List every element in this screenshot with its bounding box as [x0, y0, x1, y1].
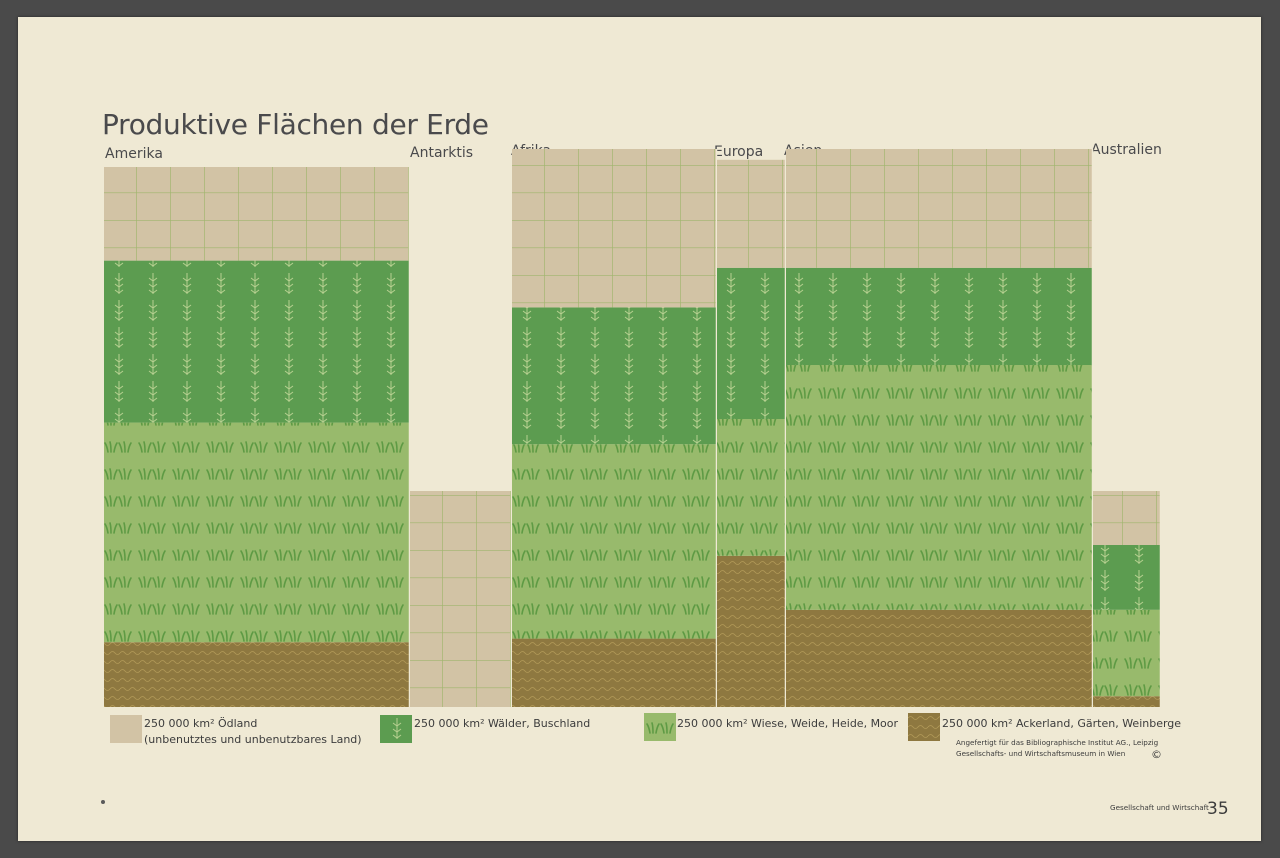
legend-label-wiese: 250 000 km² Wiese, Weide, Heide, Moor [677, 717, 899, 730]
legend-swatch-acker-fill [908, 713, 940, 741]
bar-europa-walder [717, 267, 785, 419]
bar-amerika-acker [104, 642, 409, 707]
category-label-australien: Australien [1091, 142, 1162, 158]
legend-swatch-wiese-pattern [644, 713, 676, 741]
category-label-antarktis: Antarktis [410, 145, 474, 161]
bar-asien-wiese [786, 365, 1092, 610]
bar-asien-odland [786, 149, 1092, 268]
legend-label-odland: 250 000 km² Ödland (unbenutztes und unbe… [144, 717, 362, 746]
bar-amerika-wiese [104, 422, 409, 643]
chart-title: Produktive Flächen der Erde [102, 108, 489, 141]
footer-text: Gesellschaft und Wirtschaft [1110, 803, 1209, 812]
bar-afrika-walder [512, 307, 716, 445]
copyright-mark: © [1151, 748, 1162, 761]
legend-label-walder: 250 000 km² Wälder, Buschland [414, 717, 591, 730]
bar-antarktis-odland [410, 491, 511, 707]
legend-swatch-wiese [644, 713, 676, 741]
bar-europa-wiese [717, 419, 785, 556]
bar-afrika-odland [512, 149, 716, 308]
bar-asien-acker [786, 609, 1092, 707]
legend-label-acker: 250 000 km² Ackerland, Gärten, Weinberge [942, 717, 1182, 730]
bar-europa-acker [717, 555, 785, 707]
bar-australien-odland [1093, 491, 1160, 545]
legend-swatch-odland [110, 715, 142, 743]
legend-swatch-acker-pattern [908, 713, 940, 741]
category-label-amerika: Amerika [105, 146, 163, 162]
legend-swatch-acker [908, 713, 940, 741]
page-dot [101, 800, 105, 804]
bar-australien-wiese [1093, 609, 1160, 697]
credit-text: Angefertigt für das Bibliographische Ins… [956, 738, 1159, 758]
legend-swatch-walder [380, 715, 412, 743]
bar-amerika-walder [104, 260, 409, 423]
legend-swatch-walder-pattern [380, 715, 412, 743]
bar-australien-acker [1093, 696, 1160, 707]
page-number: 35 [1207, 799, 1229, 819]
legend-swatch-walder-fill [380, 715, 412, 743]
bar-europa-odland [717, 159, 785, 268]
bar-afrika-acker [512, 638, 716, 707]
bar-amerika-odland [104, 167, 409, 261]
legend-swatch-wiese-fill [644, 713, 676, 741]
bar-afrika-wiese [512, 444, 716, 639]
bar-asien-walder [786, 267, 1092, 365]
bar-australien-walder [1093, 545, 1160, 610]
category-label-europa: Europa [714, 144, 764, 160]
